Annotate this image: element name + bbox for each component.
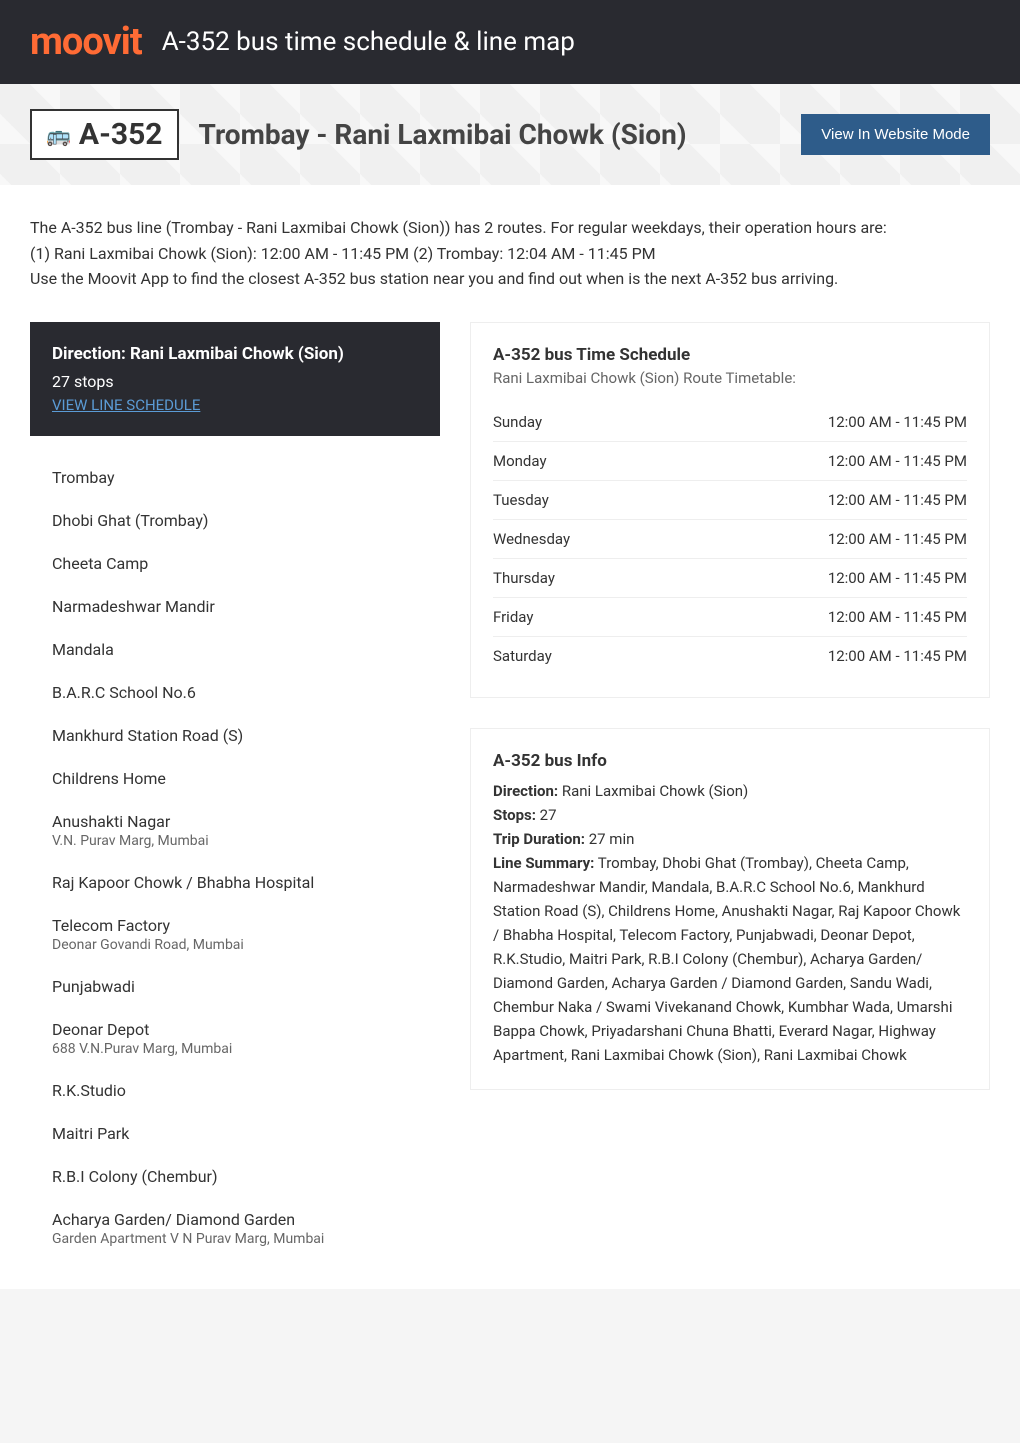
info-stops: Stops: 27	[493, 803, 967, 827]
stop-item: Cheeta Camp	[52, 542, 418, 585]
stop-name: Anushakti Nagar	[52, 812, 418, 831]
info-duration-value: 27 min	[585, 830, 634, 848]
schedule-subtitle: Rani Laxmibai Chowk (Sion) Route Timetab…	[493, 369, 967, 387]
schedule-time: 12:00 AM - 11:45 PM	[828, 608, 967, 626]
schedule-row: Saturday 12:00 AM - 11:45 PM	[493, 637, 967, 675]
schedule-time: 12:00 AM - 11:45 PM	[828, 647, 967, 665]
direction-box: Direction: Rani Laxmibai Chowk (Sion) 27…	[30, 322, 440, 436]
bus-icon: 🚌	[46, 123, 71, 147]
description-line2: (1) Rani Laxmibai Chowk (Sion): 12:00 AM…	[30, 241, 990, 267]
schedule-row: Friday 12:00 AM - 11:45 PM	[493, 598, 967, 637]
stop-item: Punjabwadi	[52, 965, 418, 1008]
stop-item: Trombay	[52, 456, 418, 499]
schedule-row: Tuesday 12:00 AM - 11:45 PM	[493, 481, 967, 520]
description: The A-352 bus line (Trombay - Rani Laxmi…	[0, 185, 1020, 322]
schedule-time: 12:00 AM - 11:45 PM	[828, 530, 967, 548]
view-schedule-link[interactable]: VIEW LINE SCHEDULE	[52, 396, 200, 414]
stop-item: R.K.Studio	[52, 1069, 418, 1112]
info-summary-label: Line Summary:	[493, 854, 594, 872]
schedule-row: Sunday 12:00 AM - 11:45 PM	[493, 403, 967, 442]
stop-item: Narmadeshwar Mandir	[52, 585, 418, 628]
schedule-day: Tuesday	[493, 491, 549, 509]
info-box: A-352 bus Info Direction: Rani Laxmibai …	[470, 728, 990, 1090]
website-mode-button[interactable]: View In Website Mode	[801, 114, 990, 155]
stop-address: 688 V.N.Purav Marg, Mumbai	[52, 1041, 418, 1057]
stop-name: R.K.Studio	[52, 1081, 418, 1100]
stop-name: Childrens Home	[52, 769, 418, 788]
schedule-day: Thursday	[493, 569, 555, 587]
stop-item: Childrens Home	[52, 757, 418, 800]
schedule-day: Sunday	[493, 413, 542, 431]
schedule-box: A-352 bus Time Schedule Rani Laxmibai Ch…	[470, 322, 990, 698]
stop-item: B.A.R.C School No.6	[52, 671, 418, 714]
stop-item: Deonar Depot 688 V.N.Purav Marg, Mumbai	[52, 1008, 418, 1069]
direction-title: Direction: Rani Laxmibai Chowk (Sion)	[52, 344, 418, 364]
info-direction: Direction: Rani Laxmibai Chowk (Sion)	[493, 779, 967, 803]
stop-name: Narmadeshwar Mandir	[52, 597, 418, 616]
stop-item: Acharya Garden/ Diamond Garden Garden Apa…	[52, 1198, 418, 1259]
stop-item: Raj Kapoor Chowk / Bhabha Hospital	[52, 861, 418, 904]
title-section: 🚌 A-352 Trombay - Rani Laxmibai Chowk (S…	[0, 84, 1020, 185]
stop-name: Punjabwadi	[52, 977, 418, 996]
stop-name: Maitri Park	[52, 1124, 418, 1143]
stop-name: Raj Kapoor Chowk / Bhabha Hospital	[52, 873, 418, 892]
left-column: Direction: Rani Laxmibai Chowk (Sion) 27…	[30, 322, 440, 1259]
line-code: A-352	[79, 117, 163, 152]
schedule-time: 12:00 AM - 11:45 PM	[828, 491, 967, 509]
stop-item: Anushakti Nagar V.N. Purav Marg, Mumbai	[52, 800, 418, 861]
schedule-table: Sunday 12:00 AM - 11:45 PM Monday 12:00 AM …	[493, 403, 967, 675]
info-duration-label: Trip Duration:	[493, 830, 585, 848]
schedule-day: Monday	[493, 452, 547, 470]
schedule-day: Wednesday	[493, 530, 570, 548]
stop-item: Mankhurd Station Road (S)	[52, 714, 418, 757]
right-column: A-352 bus Time Schedule Rani Laxmibai Ch…	[470, 322, 990, 1259]
info-direction-label: Direction:	[493, 782, 558, 800]
description-line1: The A-352 bus line (Trombay - Rani Laxmi…	[30, 215, 990, 241]
stop-name: Deonar Depot	[52, 1020, 418, 1039]
info-direction-value: Rani Laxmibai Chowk (Sion)	[558, 782, 748, 800]
stop-item: Dhobi Ghat (Trombay)	[52, 499, 418, 542]
info-summary: Line Summary: Trombay, Dhobi Ghat (Tromb…	[493, 851, 967, 1067]
stop-name: Mandala	[52, 640, 418, 659]
description-line3: Use the Moovit App to find the closest A…	[30, 266, 990, 292]
info-duration: Trip Duration: 27 min	[493, 827, 967, 851]
stop-name: Telecom Factory	[52, 916, 418, 935]
stop-item: R.B.I Colony (Chembur)	[52, 1155, 418, 1198]
stop-name: Trombay	[52, 468, 418, 487]
stop-address: Garden Apartment V N Purav Marg, Mumbai	[52, 1231, 418, 1247]
stops-list: Trombay Dhobi Ghat (Trombay) Cheeta Camp Na…	[30, 456, 440, 1259]
logo: moovit	[30, 20, 142, 64]
line-badge: 🚌 A-352	[30, 109, 179, 160]
stops-count: 27 stops	[52, 372, 418, 391]
schedule-day: Saturday	[493, 647, 552, 665]
header-title: A-352 bus time schedule & line map	[162, 27, 575, 57]
info-stops-label: Stops:	[493, 806, 536, 824]
route-title: Trombay - Rani Laxmibai Chowk (Sion)	[199, 118, 687, 151]
stop-name: Mankhurd Station Road (S)	[52, 726, 418, 745]
schedule-time: 12:00 AM - 11:45 PM	[828, 452, 967, 470]
main-content: Direction: Rani Laxmibai Chowk (Sion) 27…	[0, 322, 1020, 1289]
info-title: A-352 bus Info	[493, 751, 967, 771]
schedule-title: A-352 bus Time Schedule	[493, 345, 967, 365]
stop-name: Acharya Garden/ Diamond Garden	[52, 1210, 418, 1229]
header: moovit A-352 bus time schedule & line ma…	[0, 0, 1020, 84]
schedule-row: Wednesday 12:00 AM - 11:45 PM	[493, 520, 967, 559]
stop-item: Telecom Factory Deonar Govandi Road, Mumb…	[52, 904, 418, 965]
info-summary-value: Trombay, Dhobi Ghat (Trombay), Cheeta Ca…	[493, 854, 960, 1064]
stop-name: Cheeta Camp	[52, 554, 418, 573]
stop-address: V.N. Purav Marg, Mumbai	[52, 833, 418, 849]
info-stops-value: 27	[536, 806, 557, 824]
schedule-row: Monday 12:00 AM - 11:45 PM	[493, 442, 967, 481]
schedule-time: 12:00 AM - 11:45 PM	[828, 569, 967, 587]
schedule-time: 12:00 AM - 11:45 PM	[828, 413, 967, 431]
stop-item: Mandala	[52, 628, 418, 671]
stop-item: Maitri Park	[52, 1112, 418, 1155]
stop-name: B.A.R.C School No.6	[52, 683, 418, 702]
stop-name: Dhobi Ghat (Trombay)	[52, 511, 418, 530]
stop-name: R.B.I Colony (Chembur)	[52, 1167, 418, 1186]
stop-address: Deonar Govandi Road, Mumbai	[52, 937, 418, 953]
schedule-row: Thursday 12:00 AM - 11:45 PM	[493, 559, 967, 598]
schedule-day: Friday	[493, 608, 533, 626]
